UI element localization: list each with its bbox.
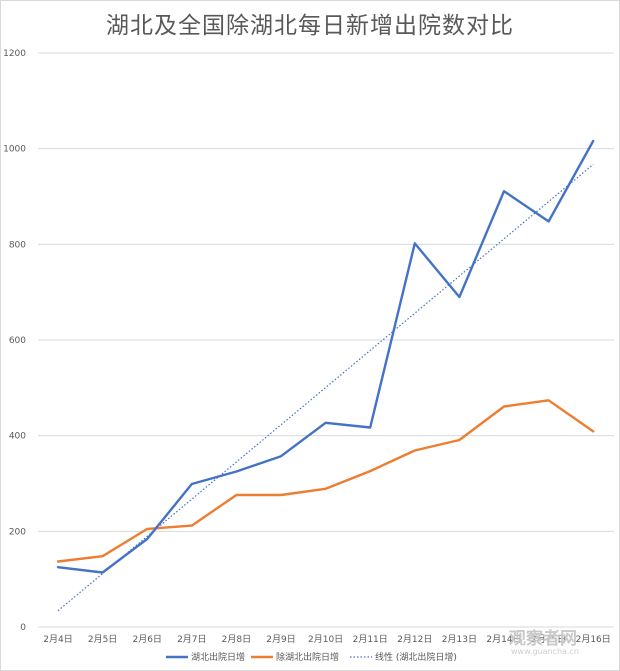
x-tick-label: 2月16日 [576,634,611,645]
y-tick-label: 0 [20,623,26,633]
watermark-text: 观察者网 [508,628,577,649]
y-axis-ticks: 0 200 400 600 800 1000 1200 [3,49,26,633]
trendline-group [57,163,594,612]
y-tick-label: 1000 [3,145,26,155]
x-tick-label: 2月7日 [177,634,206,645]
x-tick-label: 2月13日 [442,634,477,645]
x-tick-label: 2月5日 [88,634,117,645]
y-tick-label: 1200 [3,49,26,59]
legend-label: 湖北出院日增 [191,651,245,663]
y-tick-label: 400 [9,432,26,442]
x-tick-label: 2月4日 [43,634,72,645]
y-tick-label: 200 [9,527,26,537]
x-tick-label: 2月15日 [531,634,566,645]
legend-label: 线性 (湖北出院日增) [375,651,457,663]
x-axis-ticks: 2月4日 2月5日 2月6日 2月7日 2月8日 2月9日 2月10日 2月11日 2月12日 2… [43,634,611,645]
legend: 湖北出院日增 除湖北出院日增 线性 (湖北出院日增) [166,651,457,663]
legend-label: 除湖北出院日增 [276,651,339,663]
x-tick-label: 2月14日 [486,634,521,645]
x-tick-label: 2月6日 [132,634,161,645]
series-lines [56,139,595,574]
x-tick-label: 2月12日 [397,634,432,645]
series-line-2 [56,399,595,563]
chart-title: 湖北及全国除湖北每日新增出院数对比 [106,13,514,39]
x-tick-label: 2月10日 [308,634,343,645]
watermark: 观察者网 www.guancha.cn [508,628,579,656]
trendline [57,163,594,612]
watermark-url: www.guancha.cn [511,647,579,656]
x-tick-label: 2月8日 [222,634,251,645]
y-tick-label: 800 [9,240,26,250]
gridlines [38,52,614,628]
x-tick-label: 2月11日 [353,634,388,645]
series-line-1 [56,139,595,574]
x-tick-label: 2月9日 [266,634,295,645]
y-tick-label: 600 [9,336,26,346]
